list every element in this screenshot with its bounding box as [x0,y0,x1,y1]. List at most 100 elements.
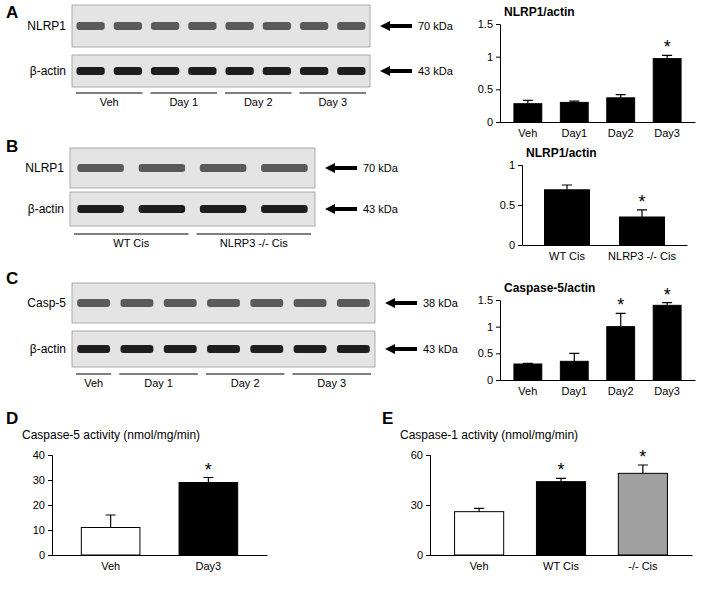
y-tick-label: 0 [487,116,493,128]
blot-band [114,67,142,75]
y-axis-line [496,25,501,123]
blot: NLRP170 kDaβ-actin43 kDaVehDay 1Day 2Day… [27,5,453,108]
protein-label: β-actin [28,202,64,216]
y-tick: 0.5 [478,347,500,359]
x-tick: -/- Cis [628,555,658,572]
blot-band [164,299,197,307]
lane-group-line [119,374,198,375]
blot-band [207,345,240,353]
protein-label: β-actin [30,342,66,356]
y-tick-label: 0 [509,239,515,251]
blot-band [225,67,253,75]
y-axis: 010203040 [33,449,53,561]
x-axis-line [431,555,693,556]
y-tick: 0 [487,374,500,386]
bars [545,185,665,245]
y-tick: 30 [411,499,430,511]
x-tick-label: -/- Cis [628,560,658,572]
blot: NLRP170 kDaβ-actin43 kDaWT CisNLRP3 -/- … [25,148,398,249]
chart-title: NLRP1/actin [504,5,575,19]
error-bar [569,101,579,102]
blot-membrane [70,148,315,188]
bar [545,190,590,245]
blot-band [261,205,308,213]
y-tick: 0.5 [500,199,522,211]
x-axis: VehDay3 [53,555,268,572]
bar [607,327,635,380]
x-tick: Veh [101,555,120,572]
bar [560,361,588,380]
lane-label: NLRP3 -/- Cis [220,237,288,249]
chart-title: Caspase-5/actin [504,281,595,295]
x-tick: Veh [518,122,537,139]
bar [179,483,238,556]
y-tick-label: 30 [33,474,45,486]
x-tick-label: WT Cis [543,560,579,572]
bar [455,512,504,555]
chart-title: Caspase-1 activity (nmol/mg/min) [400,428,578,442]
x-axis-line [501,122,696,123]
lane-label: Day 1 [169,96,198,108]
y-tick-mark [48,530,52,531]
blot-band [120,345,153,353]
panel-letter: E [382,409,393,428]
lane-group-line [225,93,292,94]
y-tick: 30 [33,474,52,486]
y-axis: 0 0.5 1 1.5 [478,294,501,386]
x-tick: WT Cis [543,555,579,572]
y-tick: 60 [411,449,430,461]
chart: NLRP1/actin00.511.5VehDay1Day2Day3* [478,5,696,139]
blot-band [337,299,370,307]
significance-marker: * [639,447,646,467]
x-tick-label: Veh [518,385,537,397]
lane-group-line [206,374,285,375]
bar [514,104,542,122]
x-axis: VehDay1Day2Day3 [501,122,696,139]
y-tick: 10 [33,524,52,536]
blot-band [188,67,216,75]
y-axis-line [496,301,501,381]
blot-band [300,67,328,75]
lane-label: WT Cis [113,237,149,249]
lane-group-line [76,374,111,375]
lane-label: Day 2 [231,377,260,389]
y-tick-label: 0.5 [478,83,493,95]
y-tick: 1.5 [478,18,500,30]
blot-band [337,22,365,30]
y-tick: 1 [509,159,522,171]
chart: Caspase-5/actin00.511.5VehDay1Day2Day3** [478,281,696,397]
y-tick-mark [426,505,430,506]
error-bar [523,363,533,365]
chart-title: Caspase-5 activity (nmol/mg/min) [22,428,200,442]
y-tick-mark [496,353,500,354]
y-tick-label: 1 [487,321,493,333]
arrow [380,21,412,31]
y-tick-mark [48,505,52,506]
blot-band [250,299,283,307]
protein-label: Casp-5 [27,296,66,310]
blot-membrane [72,5,370,47]
error-bar [616,95,626,98]
y-tick: 1.5 [478,294,500,306]
size-label: 38 kDa [423,297,459,309]
x-tick: Day3 [654,380,680,397]
y-tick-mark [496,300,500,301]
blot-band [294,345,327,353]
protein-label: β-actin [30,64,66,78]
blot-band [300,22,328,30]
arrow [325,204,357,214]
x-tick-label: Veh [101,560,120,572]
figure: NLRP170 kDaβ-actin43 kDaVehDay 1Day 2Day… [0,0,711,592]
error-bar [569,353,579,361]
blot-membrane [72,331,375,367]
lane-label: Day 3 [317,377,346,389]
arrow [385,298,417,308]
y-tick-label: 0 [417,549,423,561]
lane-group-line [74,234,189,235]
x-tick: NLRP3 -/- Cis [608,245,676,262]
chart: Caspase-1 activity (nmol/mg/min)03060Veh… [400,428,693,572]
y-tick-mark [426,555,430,556]
x-axis-line [501,380,696,381]
y-tick-mark [518,165,522,166]
y-tick-label: 1 [509,159,515,171]
